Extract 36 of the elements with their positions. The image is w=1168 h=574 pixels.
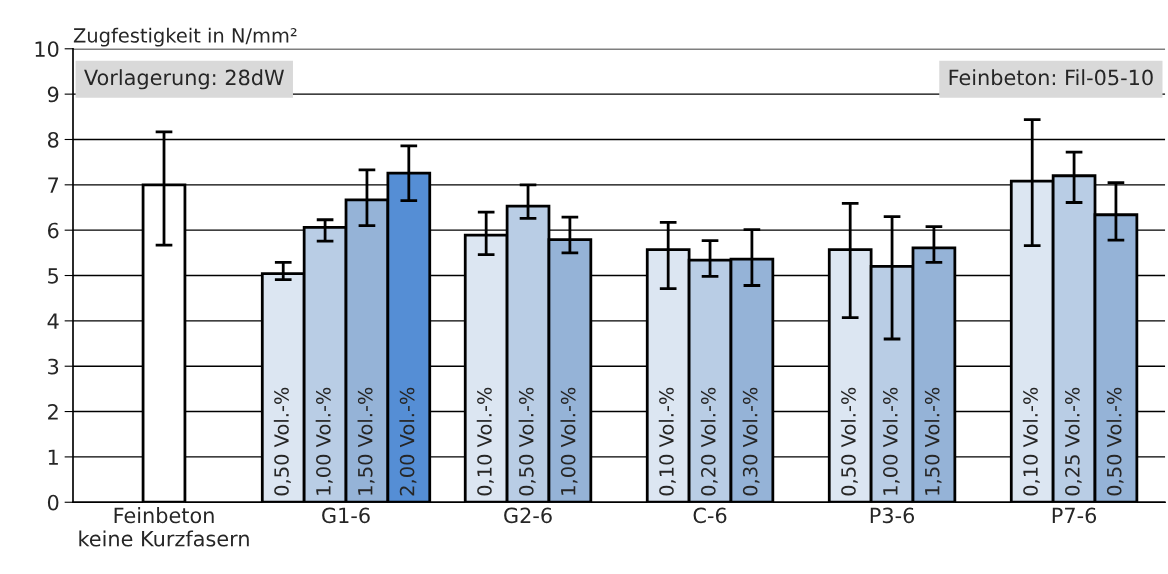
y-tick-label: 4 bbox=[47, 313, 59, 329]
y-tick-label: 9 bbox=[47, 86, 59, 103]
annotation: 0,50 Vol.-% bbox=[518, 387, 536, 496]
annotation: Feinbeton: Fil-05-10 bbox=[949, 69, 1153, 86]
annotation: 2,00 Vol.-% bbox=[399, 387, 417, 496]
x-tick-label: G1-6 bbox=[322, 507, 370, 524]
annotation: 0,10 Vol.-% bbox=[1022, 387, 1040, 496]
y-tick-label: 2 bbox=[48, 404, 58, 420]
annotation: 0,20 Vol.-% bbox=[700, 387, 718, 496]
annotation: 1,00 Vol.-% bbox=[882, 387, 900, 495]
annotation: 0,10 Vol.-% bbox=[658, 387, 676, 496]
y-tick-label: 1 bbox=[48, 449, 58, 465]
y-tick-label: 6 bbox=[48, 222, 59, 239]
y-tick-label: 0 bbox=[47, 494, 59, 511]
annotation: 1,50 Vol.-% bbox=[924, 387, 942, 495]
annotation: Vorlagerung: 28dW bbox=[84, 69, 284, 90]
y-tick-label: 8 bbox=[47, 131, 59, 148]
annotation: 0,30 Vol.-% bbox=[742, 387, 760, 496]
annotation: 0,10 Vol.-% bbox=[476, 387, 494, 496]
y-tick-label: 10 bbox=[35, 41, 59, 57]
annotation: 0,50 Vol.-% bbox=[273, 387, 291, 496]
annotation: 1,50 Vol.-% bbox=[357, 387, 375, 495]
annotation: 1,00 Vol.-% bbox=[560, 387, 578, 495]
y-tick-label: 3 bbox=[48, 358, 59, 375]
annotation: 1,00 Vol.-% bbox=[315, 387, 333, 495]
y-tick-label: 5 bbox=[48, 268, 58, 284]
x-tick-label: G2-6 bbox=[504, 507, 552, 524]
y-tick-label: 7 bbox=[48, 177, 59, 193]
x-tick-label: C-6 bbox=[693, 507, 727, 524]
annotation: 0,25 Vol.-% bbox=[1064, 387, 1082, 496]
x-tick-label: Feinbeton keine Kurzfasern bbox=[79, 507, 249, 547]
y-axis-title: Zugfestigkeit in N/mm² bbox=[73, 27, 297, 47]
x-tick-label: P3-6 bbox=[870, 507, 915, 524]
x-tick-label: P7-6 bbox=[1052, 507, 1097, 524]
annotation: 0,50 Vol.-% bbox=[840, 387, 858, 496]
annotation: 0,50 Vol.-% bbox=[1106, 387, 1124, 496]
